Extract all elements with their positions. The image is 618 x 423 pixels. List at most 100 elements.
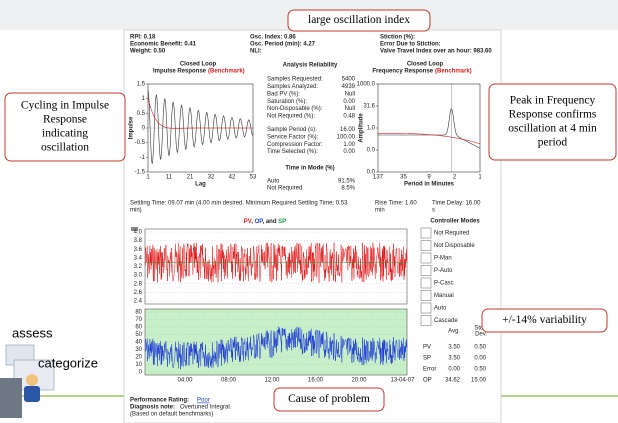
- row-label: Not Required: [267, 186, 302, 192]
- row-label: Non-Disposable (%):: [267, 106, 323, 112]
- mode-checkbox: [420, 252, 432, 264]
- section-title: Analysis Reliability: [283, 63, 338, 69]
- y-tick-label: 0.0: [367, 170, 376, 176]
- y-tick-label: -1.5: [135, 170, 146, 176]
- timing-text: min): [130, 208, 142, 214]
- mode-checkbox: [420, 290, 432, 301]
- callout-text: Response: [43, 114, 87, 126]
- y-tick-label: 1000.0: [357, 82, 376, 88]
- metric: Stiction (%):: [380, 35, 415, 41]
- x-axis-label: Period in Minutes: [404, 182, 455, 188]
- y-tick-label: 60: [135, 325, 142, 331]
- mode-checkbox: [420, 315, 432, 326]
- row-label: Samples Analyzed:: [267, 84, 318, 90]
- y-tick-label: 31.6: [363, 104, 375, 110]
- mode-label: Not Required: [434, 231, 469, 237]
- callout-box: [488, 83, 617, 161]
- row-value: 0.48: [343, 114, 355, 120]
- stats-value: 0.00: [448, 367, 460, 373]
- row-value: Null: [345, 91, 355, 97]
- row-label: Not Required (%):: [267, 114, 315, 120]
- mode-label: Cascade: [434, 318, 458, 324]
- row-value: 100.00: [337, 134, 356, 140]
- plot-area: [377, 83, 481, 173]
- computer-icon: [0, 378, 22, 418]
- y-tick-label: -1: [140, 155, 146, 161]
- rating-link: Poor: [197, 398, 210, 404]
- person-icon: [26, 374, 38, 386]
- x-tick-label: 11: [166, 175, 173, 181]
- y-tick-label: 3.8: [134, 238, 143, 244]
- x-tick-label: 42: [229, 175, 236, 181]
- footer-label: Diagnosis note:: [130, 405, 175, 411]
- callout-text: +/-14% variability: [502, 314, 587, 326]
- x-tick-label: 12:00: [264, 378, 280, 384]
- metric: Weight: 0.50: [130, 49, 166, 55]
- x-tick-label: 1: [146, 175, 150, 181]
- mode-label: Auto: [434, 306, 447, 312]
- row-value: 1.00: [343, 142, 355, 148]
- plot-title: Closed Loop: [180, 62, 217, 68]
- x-tick-label: 16:00: [308, 378, 324, 384]
- slide-word: assess: [12, 325, 53, 340]
- stats-label: Error: [423, 367, 436, 373]
- x-tick-label: 21: [187, 175, 194, 181]
- y-tick-label: 0.5: [137, 111, 146, 117]
- callout-box: [481, 308, 608, 333]
- x-tick-label: 32: [208, 175, 215, 181]
- trend-title-part: OP: [255, 219, 264, 225]
- callout-text: large oscillation index: [308, 14, 410, 26]
- slide-icons: [0, 344, 55, 418]
- callout-box: [4, 92, 126, 162]
- mode-checkbox: [420, 302, 432, 314]
- metric: Error Due to Stiction:: [380, 42, 441, 48]
- y-tick-label: 3.6: [134, 247, 143, 253]
- metric: Economic Benefit: 0.41: [130, 42, 197, 48]
- stats-value: 15.00: [471, 378, 487, 384]
- stats-value: 3.50: [448, 345, 460, 351]
- metric: Osc. Period (min): 4.27: [250, 42, 316, 48]
- callout-text: indicating: [42, 128, 88, 140]
- stats-value: 34.62: [445, 378, 461, 384]
- stats-value: 0.00: [474, 356, 486, 362]
- y-tick-label: 0: [142, 126, 146, 132]
- y-tick-label: 2.8: [134, 281, 143, 287]
- row-value: 0.00: [343, 99, 355, 105]
- diagnosis-text: Overtuned Integral.: [180, 405, 232, 411]
- x-tick-label: 08:00: [221, 378, 237, 384]
- x-tick-label: 04:00: [177, 378, 193, 384]
- row-value: 8.5%: [341, 186, 355, 192]
- section-title: Controller Modes: [430, 219, 480, 225]
- trend-title-part: SP: [278, 219, 286, 225]
- y-tick-label: 20: [135, 355, 142, 361]
- mode-checkbox: [420, 277, 432, 289]
- row-label: Sample Period (s):: [267, 127, 317, 133]
- timing-text: min: [375, 208, 385, 214]
- stats-value: 3.50: [448, 356, 460, 362]
- y-axis-label: Amplitude: [359, 113, 365, 143]
- row-value: 16.00: [340, 127, 356, 133]
- trend-trace: [144, 242, 408, 283]
- y-tick-label: 4.0: [134, 230, 143, 236]
- plot-title: Impulse Response: [153, 69, 207, 75]
- x-tick-label: 1: [478, 175, 482, 181]
- trend-title-part: ,: [251, 219, 254, 225]
- mode-checkbox: [420, 227, 432, 239]
- row-value: 91.5%: [338, 179, 356, 185]
- plot-title: Frequency Response: [372, 69, 433, 75]
- stats-header: Std.: [474, 326, 485, 332]
- mode-label: P-Man: [434, 256, 452, 262]
- timing-text: s: [432, 208, 435, 214]
- callout-text: Cycling in Impulse: [21, 100, 109, 112]
- metric: RPI: 0.18: [130, 35, 156, 41]
- plot-benchmark: (Benchmark): [435, 69, 472, 75]
- y-tick-label: 80: [135, 310, 142, 316]
- timing-text: Time Delay: 16.00: [432, 201, 481, 207]
- row-label: Samples Requested:: [267, 77, 323, 83]
- mode-checkbox: [420, 240, 432, 251]
- mode-checkbox: [420, 265, 432, 276]
- y-tick-label: -0.5: [135, 140, 146, 146]
- x-tick-label: 53: [250, 175, 257, 181]
- plot-title: Closed Loop: [407, 62, 444, 68]
